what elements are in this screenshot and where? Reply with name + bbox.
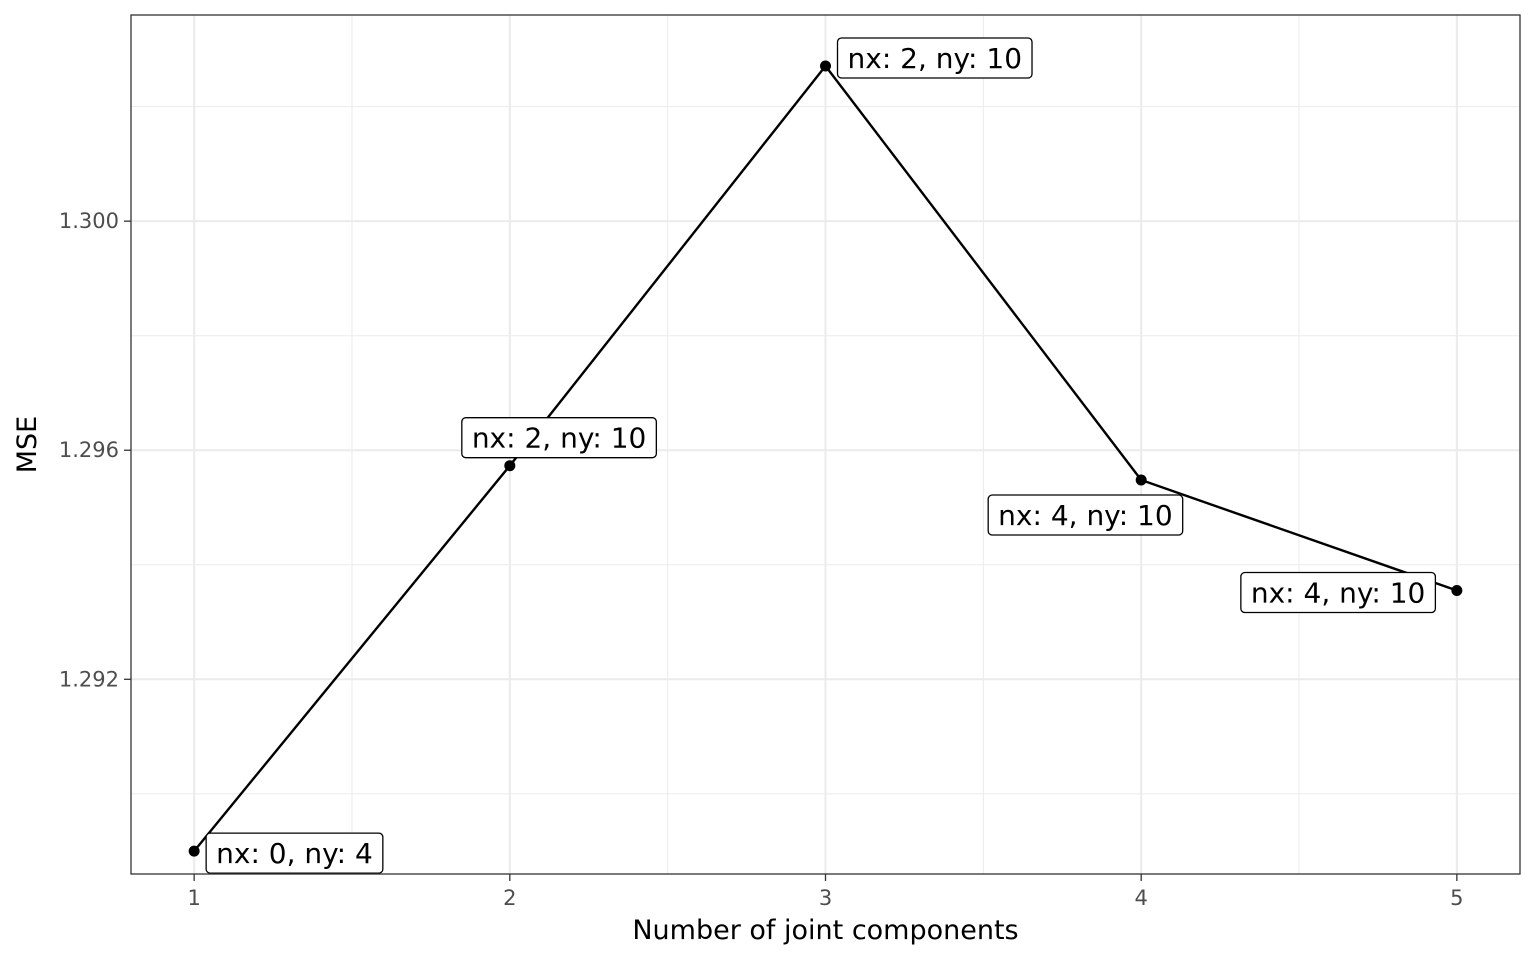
x-axis-title: Number of joint components (632, 915, 1018, 946)
data-points (188, 60, 1463, 857)
y-axis-title: MSE (12, 416, 43, 474)
point-label-text: nx: 0, ny: 4 (216, 837, 373, 870)
point-label-box (461, 417, 657, 459)
point-label: nx: 2, ny: 10 (836, 37, 1033, 79)
point-label-text: nx: 4, ny: 10 (998, 499, 1173, 532)
point-label: nx: 4, ny: 10 (987, 494, 1184, 536)
x-axis: 1 2 3 4 5 (187, 874, 1464, 910)
point-label-text: nx: 2, ny: 10 (472, 422, 647, 455)
data-point (1451, 585, 1463, 597)
x-tick-label: 5 (1450, 886, 1463, 910)
point-label-box (836, 37, 1033, 79)
y-axis: 1.292 1.296 1.300 (59, 209, 131, 691)
data-point (820, 60, 831, 72)
point-label-text: nx: 4, ny: 10 (1251, 577, 1426, 610)
data-point (1135, 474, 1147, 486)
point-label-box (1240, 571, 1437, 614)
x-tick-label: 2 (503, 886, 516, 910)
y-tick-label: 1.292 (59, 667, 119, 691)
point-label: nx: 2, ny: 10 (461, 417, 657, 459)
data-point (188, 845, 200, 857)
point-label-text: nx: 2, ny: 10 (848, 42, 1023, 75)
y-tick-label: 1.300 (59, 209, 119, 233)
y-tick-label: 1.296 (59, 438, 119, 462)
point-label-box (205, 832, 384, 874)
data-point (504, 460, 516, 472)
major-gridlines (131, 15, 1520, 874)
point-label-box (987, 494, 1184, 536)
point-labels: nx: 0, ny: 4 nx: 2, ny: 10 nx: 2, ny: 10 nx… (205, 37, 1437, 874)
point-label: nx: 4, ny: 10 (1240, 571, 1437, 614)
point-label: nx: 0, ny: 4 (205, 832, 384, 874)
x-tick-label: 4 (1134, 886, 1147, 910)
x-tick-label: 1 (187, 886, 200, 910)
x-tick-label: 3 (819, 886, 832, 910)
